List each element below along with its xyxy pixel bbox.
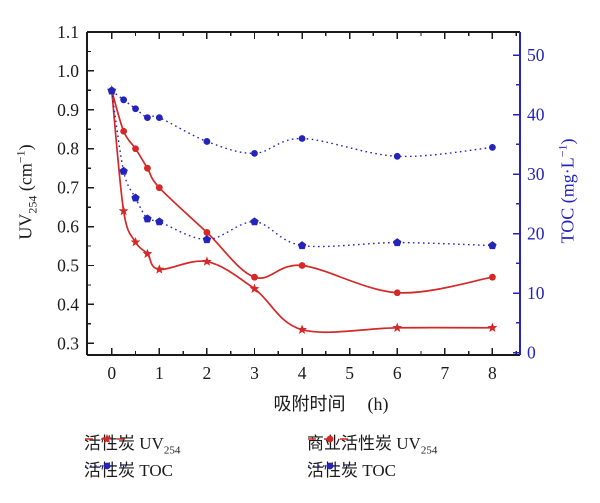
x-tick-label: 0	[107, 363, 116, 383]
y-left-subscript: 254	[25, 195, 40, 214]
y-left-unit-post: )	[15, 144, 36, 151]
circle-marker-icon	[108, 87, 116, 95]
y-left-symbol: UV	[15, 213, 36, 240]
star-marker-icon	[102, 433, 112, 444]
star-marker-icon	[154, 264, 165, 274]
x-axis-title-unit: (h)	[367, 394, 389, 414]
star-marker-icon	[201, 256, 212, 266]
circle-marker-icon	[203, 138, 211, 145]
pentagon-marker-icon	[297, 241, 307, 250]
x-axis-title: 吸附时间 (h)	[274, 390, 389, 416]
pentagon-marker-icon	[131, 193, 140, 202]
circle-marker-icon	[144, 164, 151, 172]
series-line	[110, 90, 493, 334]
series-3	[108, 87, 496, 160]
y-right-unit-post: )	[557, 138, 578, 145]
legend-item-ac-uv254: 活性炭 UV254	[84, 431, 180, 457]
star-marker-icon	[130, 236, 141, 247]
circle-marker-icon	[103, 462, 111, 470]
y-left-tick-label: 0.9	[57, 100, 79, 120]
series-0	[106, 85, 498, 334]
y-right-tick-label: 0	[527, 343, 536, 363]
y-right-tick-label: 50	[527, 45, 545, 65]
x-tick-label: 5	[345, 363, 354, 383]
pentagon-marker-icon	[119, 166, 128, 175]
pentagon-marker-icon	[488, 241, 497, 250]
pentagon-marker-icon	[143, 214, 152, 223]
x-tick-label: 6	[393, 363, 402, 383]
legend-swatch-dotted-circle-icon	[308, 462, 352, 470]
y-right-superscript: −1	[555, 144, 570, 158]
circle-marker-icon	[251, 149, 258, 157]
y-right-symbol: TOC	[557, 207, 578, 244]
circle-marker-icon	[326, 462, 334, 470]
legend-swatch-circle-icon	[308, 435, 352, 443]
legend-item-ac-toc-1: 活性炭 TOC	[84, 458, 173, 482]
series-line	[111, 90, 493, 158]
circle-marker-icon	[120, 127, 128, 135]
pentagon-marker-icon	[155, 217, 164, 226]
circle-marker-icon	[393, 289, 401, 297]
series-1	[108, 86, 496, 297]
circle-marker-icon	[155, 184, 163, 192]
y-left-tick-label: 0.5	[57, 255, 79, 275]
y-axis-title-right: TOC (mg·L−1)	[556, 139, 583, 244]
series-line	[110, 90, 493, 294]
y-right-unit-pre: (mg·L	[557, 157, 578, 208]
circle-marker-icon	[298, 262, 306, 269]
circle-marker-icon	[298, 135, 306, 142]
y-right-tick-label: 40	[527, 105, 545, 125]
x-tick-label: 4	[298, 363, 307, 383]
y-right-tick-label: 30	[527, 164, 545, 184]
circle-marker-icon	[155, 114, 163, 122]
x-tick-label: 3	[250, 363, 259, 383]
circle-marker-icon	[203, 229, 211, 236]
y-left-tick-label: 0.3	[57, 333, 79, 353]
star-marker-icon	[297, 324, 308, 334]
x-tick-label: 1	[155, 363, 164, 383]
y-left-tick-label: 1.0	[57, 61, 79, 81]
circle-marker-icon	[144, 114, 151, 122]
x-tick-label: 8	[488, 363, 497, 383]
y-left-tick-label: 0.6	[57, 217, 79, 237]
star-marker-icon	[118, 205, 129, 216]
x-axis-title-text: 吸附时间	[273, 394, 346, 414]
x-tick-label: 7	[440, 363, 449, 383]
y-left-tick-label: 0.8	[57, 139, 79, 159]
star-marker-icon	[142, 248, 153, 259]
legend-swatch-dotted-circle-icon	[85, 462, 129, 470]
y-left-superscript: −1	[13, 150, 28, 164]
y-left-tick-label: 0.4	[57, 294, 79, 314]
circle-marker-icon	[393, 152, 401, 160]
legend-label: 商业活性炭 UV254	[307, 434, 438, 457]
circle-marker-icon	[120, 96, 128, 104]
pentagon-marker-icon	[250, 217, 259, 226]
y-axis-title-left: UV254 (cm−1)	[14, 144, 41, 239]
x-tick-label: 2	[203, 363, 212, 383]
legend-swatch-star-icon	[85, 433, 129, 444]
circle-marker-icon	[132, 105, 139, 113]
circle-marker-icon	[489, 143, 496, 151]
star-marker-icon	[249, 283, 260, 294]
pentagon-marker-icon	[393, 238, 402, 247]
y-left-unit-pre: (cm	[15, 163, 36, 196]
series-2	[107, 86, 497, 250]
legend-item-ac-toc-2: 活性炭 TOC	[307, 458, 396, 482]
star-marker-icon	[392, 322, 403, 332]
circle-marker-icon	[489, 273, 496, 281]
star-marker-icon	[487, 322, 498, 332]
y-left-tick-label: 0.7	[57, 178, 79, 198]
y-right-tick-label: 20	[527, 224, 545, 244]
y-left-tick-label: 1.1	[57, 22, 79, 42]
legend-item-commercial-ac-uv254: 商业活性炭 UV254	[307, 431, 438, 457]
circle-marker-icon	[251, 273, 258, 281]
y-right-tick-label: 10	[527, 283, 545, 303]
pentagon-marker-icon	[202, 235, 212, 244]
circle-marker-icon	[326, 435, 334, 443]
circle-marker-icon	[132, 145, 139, 153]
series-line	[111, 90, 493, 248]
